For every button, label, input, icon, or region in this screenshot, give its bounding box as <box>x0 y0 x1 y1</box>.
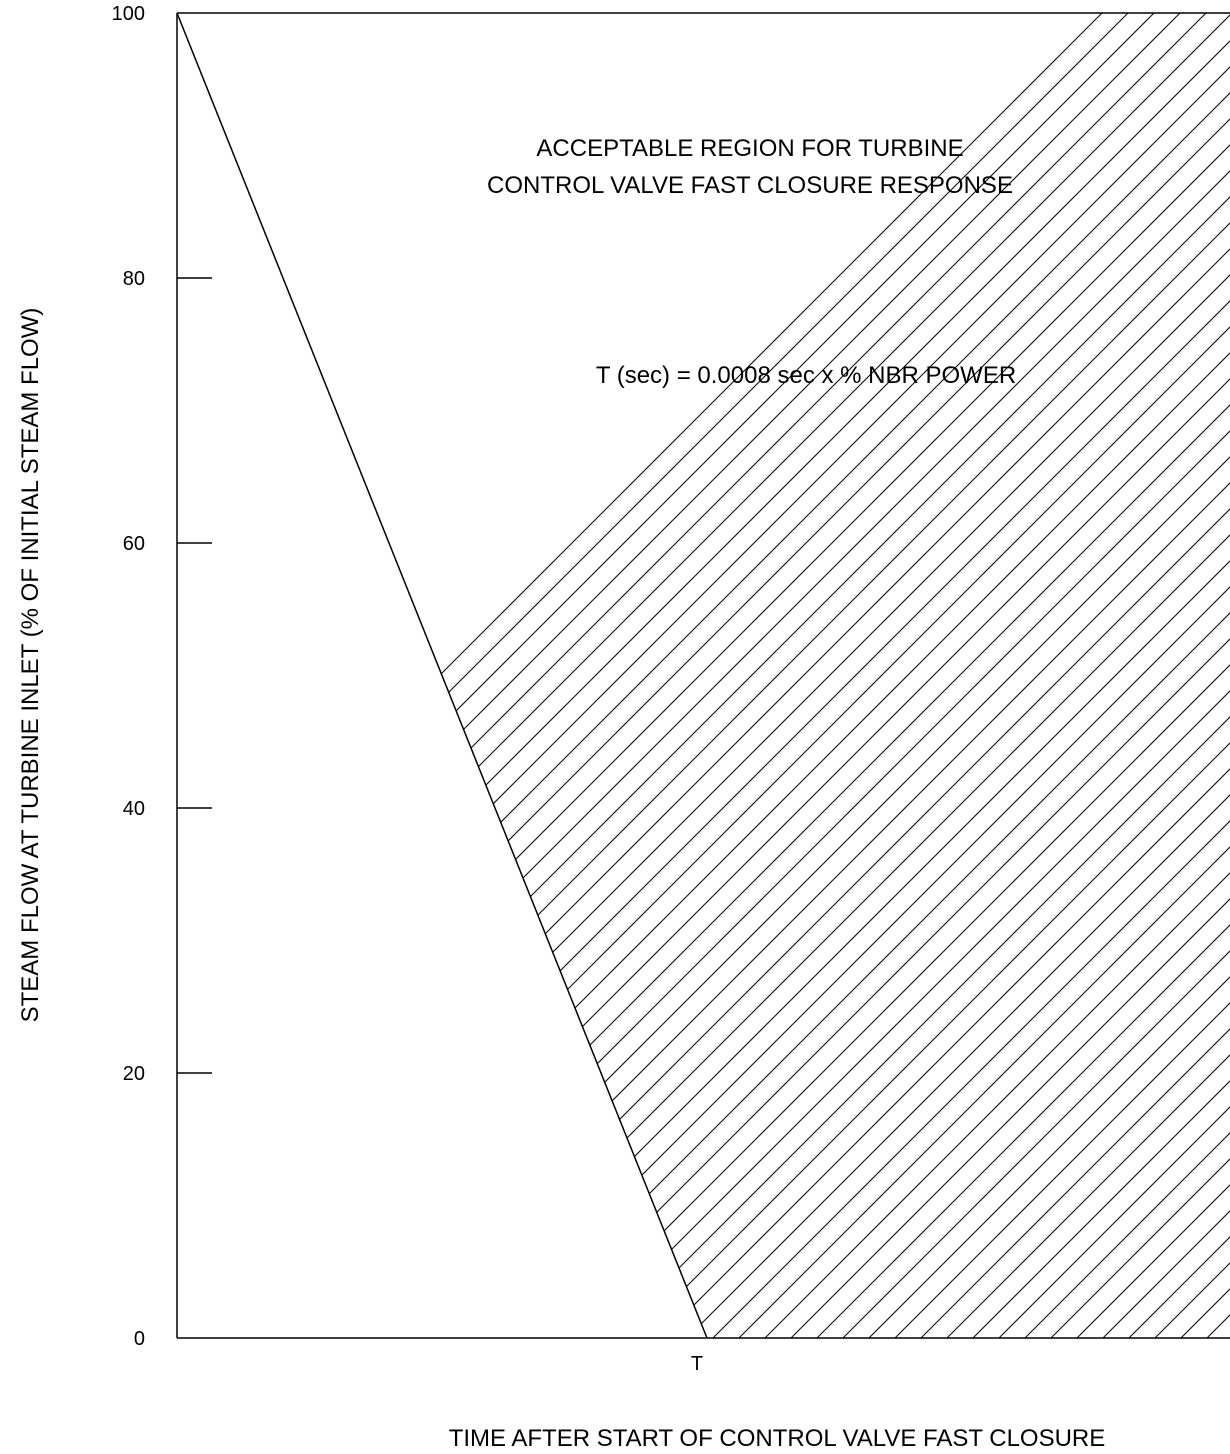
hatch-line <box>177 13 1230 1338</box>
hatch-line <box>218 13 1230 1338</box>
hatch-line <box>556 13 1230 1338</box>
hatch-line <box>400 13 1230 1338</box>
hatch-line <box>946 13 1230 1338</box>
hatch-line <box>582 13 1230 1338</box>
hatch-line <box>177 13 1230 1338</box>
hatch-line <box>177 13 1230 1338</box>
hatch-line <box>177 13 1230 1338</box>
hatch-line <box>530 13 1230 1338</box>
x-axis-title: TIME AFTER START OF CONTROL VALVE FAST C… <box>449 1425 1106 1452</box>
hatch-line <box>790 13 1230 1338</box>
hatch-line <box>478 13 1230 1338</box>
formula-annotation: T (sec) = 0.0008 sec x % NBR POWER <box>596 362 1016 389</box>
x-tick-label: T <box>691 1353 703 1375</box>
hatch-line <box>1050 13 1230 1338</box>
hatch-line <box>894 13 1230 1338</box>
hatch-line <box>738 13 1230 1338</box>
hatch-line <box>426 13 1230 1338</box>
hatch-line <box>177 13 1230 1338</box>
hatch-line <box>712 13 1230 1338</box>
hatch-line <box>1206 13 1230 1338</box>
hatch-line <box>348 13 1230 1338</box>
hatch-line <box>660 13 1230 1338</box>
hatch-line <box>998 13 1230 1338</box>
hatch-line <box>1154 13 1230 1338</box>
annotation-line-1: ACCEPTABLE REGION FOR TURBINE <box>536 135 963 162</box>
y-axis-title: STEAM FLOW AT TURBINE INLET (% OF INITIA… <box>17 308 44 1023</box>
hatch-line <box>177 13 1230 1338</box>
hatch-line <box>608 13 1230 1338</box>
y-tick-label: 100 <box>112 3 145 25</box>
y-axis-ticks: 0 20 40 60 80 100 T <box>112 3 703 1375</box>
y-tick-label: 0 <box>134 1328 145 1350</box>
hatch-line <box>1180 13 1230 1338</box>
acceptable-region-hatch <box>177 13 1230 1338</box>
y-tick-label: 60 <box>123 533 145 555</box>
hatch-line <box>177 13 1155 1338</box>
hatch-line <box>634 13 1230 1338</box>
hatch-line <box>504 13 1230 1338</box>
hatch-line <box>1102 13 1230 1338</box>
hatch-line <box>177 13 1181 1338</box>
hatch-line <box>842 13 1230 1338</box>
hatch-line <box>686 13 1230 1338</box>
y-tick-label: 40 <box>123 798 145 820</box>
hatch-line <box>1024 13 1230 1338</box>
hatch-line <box>177 13 1103 1338</box>
hatch-line <box>816 13 1230 1338</box>
series <box>176 12 708 1339</box>
y-tick-label: 80 <box>123 268 145 290</box>
hatch-line <box>177 13 1207 1338</box>
annotation-line-2: CONTROL VALVE FAST CLOSURE RESPONSE <box>487 172 1013 199</box>
y-tick-label: 20 <box>123 1063 145 1085</box>
hatch-line <box>764 13 1230 1338</box>
hatch-line <box>920 13 1230 1338</box>
hatch-line <box>177 13 1230 1338</box>
hatch-line <box>452 13 1230 1338</box>
hatch-line <box>1076 13 1230 1338</box>
hatch-line <box>374 13 1230 1338</box>
hatch-line <box>177 13 1129 1338</box>
hatch-line <box>177 13 1230 1338</box>
hatch-line <box>177 13 1230 1338</box>
hatch-line <box>972 13 1230 1338</box>
hatch-line <box>177 13 1230 1338</box>
boundary-line <box>176 12 708 1339</box>
hatch-line <box>270 13 1230 1338</box>
hatch-line <box>192 13 1230 1338</box>
hatch-line <box>868 13 1230 1338</box>
hatch-line <box>244 13 1230 1338</box>
